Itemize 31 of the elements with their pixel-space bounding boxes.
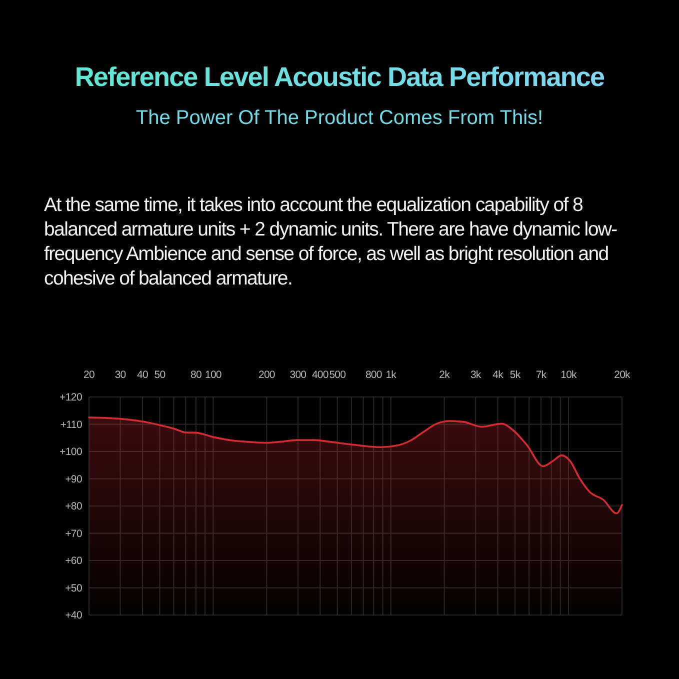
x-tick-label: 10k — [560, 369, 578, 381]
y-tick-label: +50 — [65, 582, 82, 594]
x-tick-label: 3k — [470, 369, 482, 381]
chart-title: Reference Level Acoustic Data Performance — [74, 62, 606, 92]
x-tick-label: 30 — [114, 369, 126, 381]
x-tick-label: 80 — [190, 369, 202, 381]
x-tick-label: 4k — [492, 369, 504, 381]
x-tick-label: 7k — [536, 369, 548, 381]
y-tick-label: +70 — [65, 528, 82, 540]
x-tick-label: 40 — [137, 369, 148, 381]
x-tick-label: 100 — [205, 369, 222, 381]
text: At the same time, it takes into account the equalization capability of 8 balanced armature units + 2 dynamic units. There are have dynamic low-frequency Ambience and sense of force, as well as bright resolution and cohesive of balanced armature. — [44, 194, 618, 290]
x-tick-label: 300 — [290, 369, 307, 381]
x-tick-label: 2k — [439, 369, 451, 381]
y-tick-label: +40 — [65, 610, 82, 622]
x-tick-label: 500 — [329, 369, 346, 381]
x-tick-label: 200 — [258, 369, 276, 381]
x-tick-label: 5k — [510, 369, 522, 381]
y-tick-label: +80 — [65, 500, 82, 513]
x-tick-label: 400 — [312, 369, 329, 381]
x-tick-label: 50 — [154, 369, 166, 381]
x-tick-label: 20 — [84, 369, 95, 381]
y-tick-label: +60 — [65, 555, 82, 568]
y-tick-label: +120 — [60, 392, 82, 404]
x-tick-label: 20k — [614, 369, 632, 381]
y-tick-label: +100 — [60, 446, 82, 458]
x-tick-label: 800 — [365, 369, 382, 381]
y-tick-label: +90 — [65, 473, 82, 486]
x-tick-label: 1k — [386, 369, 398, 381]
y-tick-label: +110 — [60, 418, 82, 431]
chart-subtitle: The Power Of The Product Comes From This! — [136, 107, 544, 129]
